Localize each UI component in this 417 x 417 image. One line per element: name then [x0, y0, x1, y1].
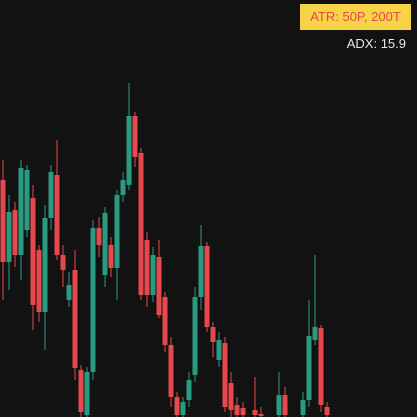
candle-body [18, 168, 24, 255]
candle-body [72, 270, 78, 368]
atr-label: ATR: 50P, 200T [310, 9, 401, 24]
candle-body [48, 172, 54, 218]
candle-body [174, 397, 180, 415]
candle-body [66, 285, 72, 300]
candle-body [42, 218, 48, 312]
candle-body [276, 395, 282, 415]
candle-body [150, 255, 156, 295]
candle-body [282, 395, 288, 415]
candle-body [102, 213, 108, 275]
adx-label: ADX: 15.9 [347, 36, 406, 51]
candles [0, 83, 330, 417]
candle-body [144, 240, 150, 295]
candle-body [108, 245, 114, 268]
atr-badge [300, 4, 411, 30]
candle-body [300, 400, 306, 415]
candle-body [210, 327, 216, 342]
candle-body [78, 370, 84, 412]
candle-body [318, 328, 324, 405]
candle-body [198, 246, 204, 297]
candle-body [54, 175, 60, 255]
candle-body [24, 170, 30, 230]
candle-body [234, 405, 240, 415]
candle-body [240, 408, 246, 415]
candle-body [192, 297, 198, 375]
candle-body [222, 343, 228, 407]
candle-body [156, 257, 162, 315]
candle-body [84, 372, 90, 415]
candle-body [120, 180, 126, 195]
candle-body [180, 402, 186, 415]
candle-body [6, 212, 12, 262]
candle-body [114, 195, 120, 268]
candle-body [228, 383, 234, 410]
candle-body [90, 228, 96, 372]
candle-body [126, 116, 132, 185]
candle-body [186, 380, 192, 400]
candle-body [138, 153, 144, 295]
candle-body [258, 414, 264, 416]
candle-body [36, 250, 42, 312]
candle-body [216, 340, 222, 360]
candle-body [306, 336, 312, 400]
candle-body [96, 228, 102, 245]
candle-body [12, 210, 18, 255]
candle-body [132, 116, 138, 157]
candle-body [204, 246, 210, 327]
candle-body [168, 345, 174, 397]
candle-body [0, 180, 6, 262]
candle-body [30, 198, 36, 305]
candle-body [252, 410, 258, 415]
candle-body [60, 255, 66, 270]
candle-body [324, 407, 330, 415]
candle-body [162, 297, 168, 345]
candle-body [312, 327, 318, 340]
